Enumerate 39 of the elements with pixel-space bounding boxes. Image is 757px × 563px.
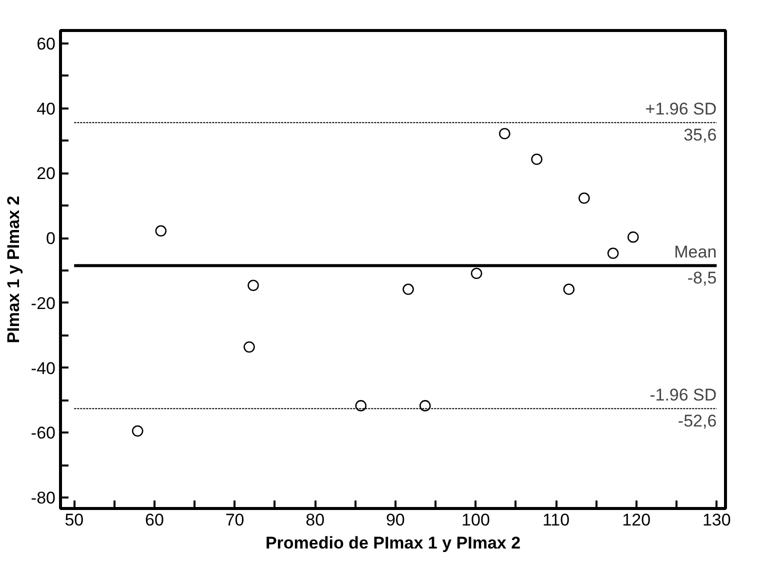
point <box>244 341 255 353</box>
x-tick-label: 130 <box>702 510 731 530</box>
y-tick-label: 40 <box>36 99 56 118</box>
y-tick-label: -60 <box>30 424 56 443</box>
point <box>470 268 482 280</box>
point <box>498 128 510 140</box>
ref-line-label: Mean <box>674 242 717 262</box>
x-tick-label: 70 <box>225 510 244 530</box>
x-tick-label: 90 <box>386 510 405 530</box>
ref-line-label: -1.96 SD <box>650 386 717 405</box>
y-axis-title: PImax 1 y PImax 2 <box>4 196 23 344</box>
point <box>563 284 575 295</box>
y-tick-label: -80 <box>30 488 56 508</box>
annotation: -52,6 <box>678 412 717 431</box>
point <box>355 400 367 412</box>
y-tick-label: 0 <box>46 229 56 248</box>
x-tick-label: 110 <box>542 510 570 530</box>
x-tick-label: 60 <box>145 510 164 530</box>
y-tick-label: -40 <box>30 358 56 378</box>
point <box>578 192 590 204</box>
y-tick-label: -20 <box>30 294 56 313</box>
y-tick-label: 20 <box>36 164 56 184</box>
point <box>155 225 167 237</box>
point <box>132 425 144 437</box>
point <box>419 400 431 412</box>
x-tick-label: 120 <box>622 510 651 530</box>
point <box>531 154 542 165</box>
x-tick-label: 100 <box>462 510 490 530</box>
point <box>248 280 259 292</box>
x-axis-title: Promedio de PImax 1 y PImax 2 <box>265 534 521 552</box>
point <box>607 248 619 259</box>
annotation: 35,6 <box>684 126 717 145</box>
annotation: -8,5 <box>687 268 717 288</box>
x-tick-label: 50 <box>64 510 84 530</box>
y-tick-label: 60 <box>36 34 56 54</box>
point <box>402 284 414 295</box>
point <box>627 231 639 243</box>
x-tick-label: 80 <box>306 510 325 530</box>
ref-line-label: +1.96 SD <box>645 100 717 119</box>
